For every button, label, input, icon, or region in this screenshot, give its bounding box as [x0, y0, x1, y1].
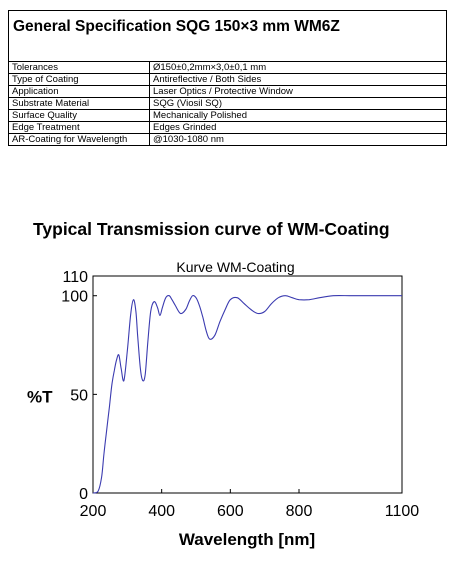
y-tick-label: 110	[62, 269, 88, 286]
table-row: AR-Coating for Wavelength @1030-1080 nm	[8, 133, 447, 146]
y-tick-label: 50	[70, 387, 88, 404]
y-tick-label: 100	[61, 289, 88, 306]
spec-title: General Specification SQG 150×3 mm WM6Z	[8, 10, 447, 62]
spec-title-row: General Specification SQG 150×3 mm WM6Z	[8, 10, 447, 62]
plot-frame	[92, 275, 403, 494]
x-tick-label: 400	[148, 503, 175, 520]
chart-layer: Kurve WM-Coating 200 400 600 800 1100 0 50 100 11…	[27, 259, 419, 549]
x-tick-label: 200	[80, 503, 107, 520]
spec-value: @1030-1080 nm	[149, 133, 447, 146]
x-tick-label: 800	[286, 503, 313, 520]
table-row: Edge Treatment Edges Grinded	[8, 121, 447, 134]
transmission-series-line	[92, 294, 402, 494]
spec-table: General Specification SQG 150×3 mm WM6Z …	[8, 10, 447, 146]
x-axis-label: Wavelength [nm]	[179, 530, 315, 549]
x-tick-label: 1100	[385, 503, 420, 520]
table-row: Application Laser Optics / Protective Wi…	[8, 85, 447, 98]
chart-heading: Typical Transmission curve of WM-Coating	[33, 219, 390, 239]
y-axis-label: %T	[27, 387, 53, 406]
y-tick-label: 0	[79, 486, 88, 503]
x-tick-label: 600	[217, 503, 244, 520]
plot-title: Kurve WM-Coating	[176, 259, 294, 275]
